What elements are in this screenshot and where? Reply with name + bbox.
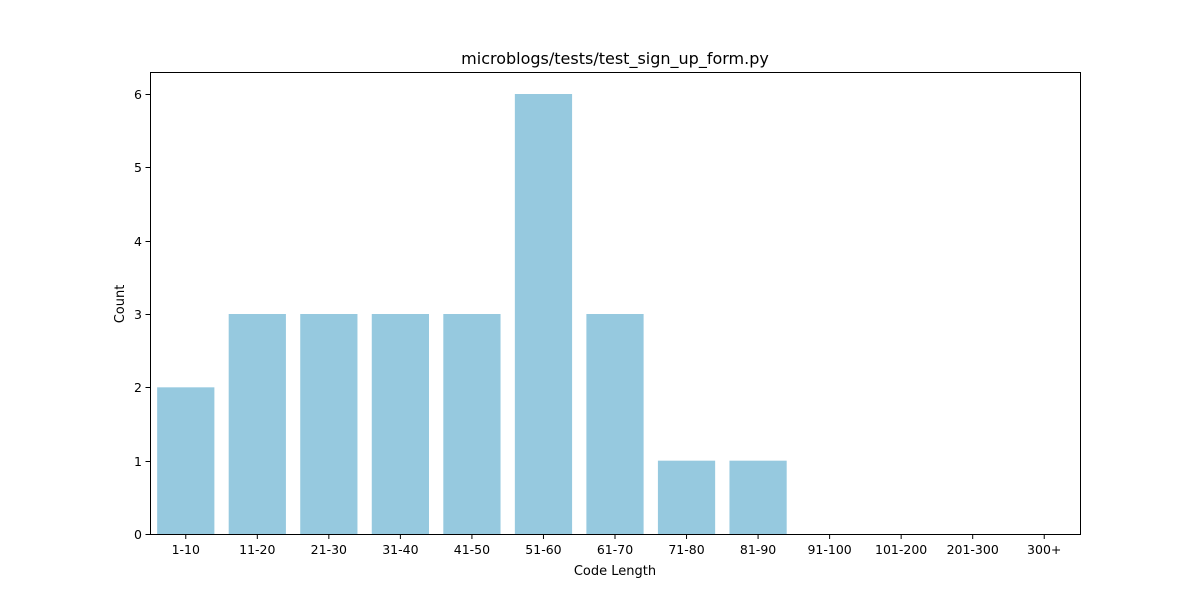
x-tick-label-51-60: 51-60 [525,542,561,557]
bar-1-10 [157,387,215,534]
bars [157,94,787,534]
y-tick-label-5: 5 [134,160,142,175]
bar-21-30 [300,314,358,534]
bar-71-80 [657,460,716,534]
x-axis: 1-10 11-20 21-30 31-40 41-50 51-60 61-70 71-80 8… [172,534,1061,557]
bar-81-90 [729,460,787,534]
x-tick-label-71-80: 71-80 [668,542,704,557]
y-axis-label: Count [113,285,128,324]
x-tick-label-101-200: 101-200 [875,542,927,557]
bar-61-70 [586,314,644,534]
x-tick-label-300: 300+ [1027,542,1061,557]
bar-51-60 [514,94,573,534]
y-tick-label-6: 6 [134,87,142,102]
x-tick-label-201-300: 201-300 [947,542,999,557]
bar-11-20 [228,314,286,534]
y-tick-label-2: 2 [134,380,142,395]
y-tick-label-0: 0 [134,527,142,542]
y-axis: 0 1 2 3 4 5 6 [134,87,151,542]
y-tick-label-4: 4 [134,234,142,249]
chart-title: microblogs/tests/test_sign_up_form.py [461,49,769,69]
y-tick-label-1: 1 [134,454,142,469]
x-tick-label-81-90: 81-90 [740,542,776,557]
x-tick-label-91-100: 91-100 [807,542,851,557]
x-tick-label-21-30: 21-30 [311,542,347,557]
y-tick-label-3: 3 [134,307,142,322]
bar-41-50 [443,314,501,534]
bar-31-40 [371,314,429,534]
x-tick-label-61-70: 61-70 [597,542,633,557]
x-tick-label-41-50: 41-50 [454,542,490,557]
x-axis-label: Code Length [574,564,656,579]
x-tick-label-1-10: 1-10 [172,542,200,557]
x-tick-label-31-40: 31-40 [382,542,418,557]
x-tick-label-11-20: 11-20 [239,542,275,557]
